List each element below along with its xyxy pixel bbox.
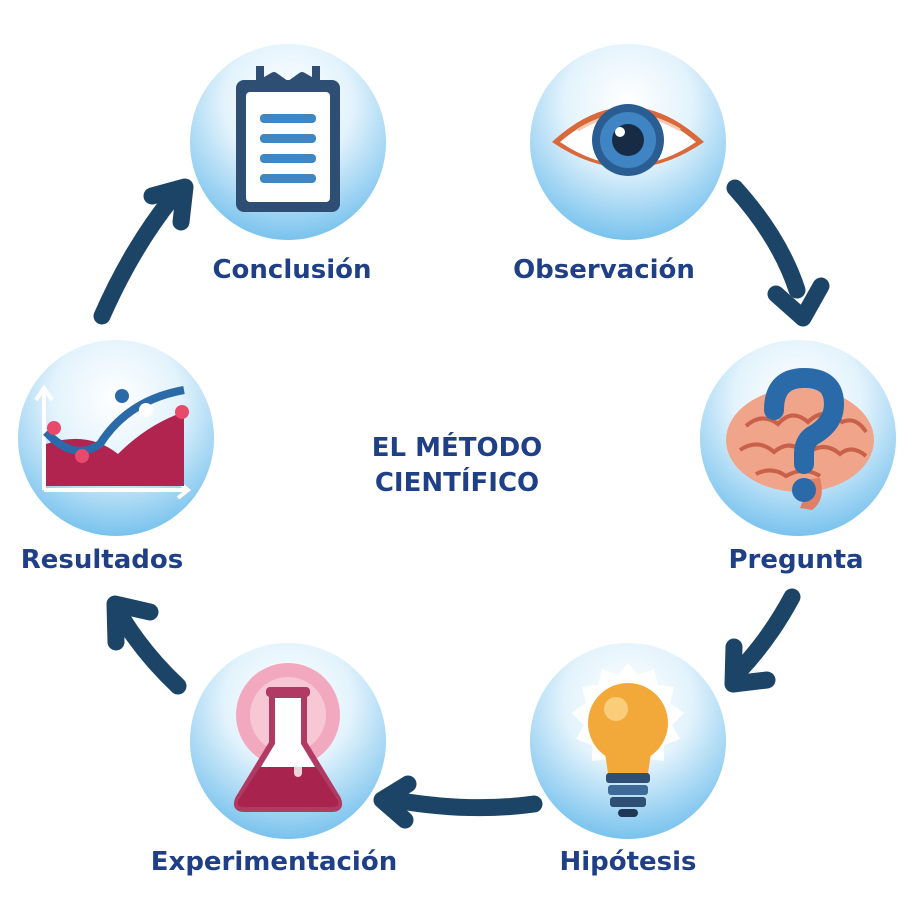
clipboard-icon	[236, 66, 340, 212]
hipotesis-circle	[530, 643, 726, 839]
step-label-pregunta: Pregunta	[728, 545, 864, 575]
step-label-experimentacion: Experimentación	[150, 847, 398, 877]
flask-icon	[233, 663, 343, 812]
arrow-experimentacion-to-resultados	[106, 595, 187, 695]
arrow-hipotesis-to-experimentacion	[373, 775, 543, 829]
title-line-1: EL MÉTODO	[371, 433, 543, 463]
conclusion-circle	[190, 44, 386, 240]
experimentacion-circle	[190, 643, 386, 839]
step-label-resultados: Resultados	[20, 545, 184, 575]
chart-icon	[34, 384, 192, 500]
eye-icon	[552, 104, 704, 176]
pregunta-circle	[700, 340, 896, 536]
step-label-observacion: Observación	[513, 255, 695, 285]
arrow-resultados-to-conclusion	[93, 178, 194, 325]
arrow-pregunta-to-hipotesis	[724, 588, 801, 693]
resultados-circle	[18, 340, 214, 536]
brain-question-icon	[726, 367, 874, 510]
title-line-2: CIENTÍFICO	[374, 468, 540, 498]
arrow-observacion-to-pregunta	[726, 179, 830, 327]
step-label-conclusion: Conclusión	[212, 255, 372, 285]
step-label-hipotesis: Hipótesis	[559, 847, 697, 877]
diagram-title: EL MÉTODO CIENTÍFICO	[282, 431, 632, 501]
observacion-circle	[530, 44, 726, 240]
lightbulb-icon	[572, 663, 684, 817]
